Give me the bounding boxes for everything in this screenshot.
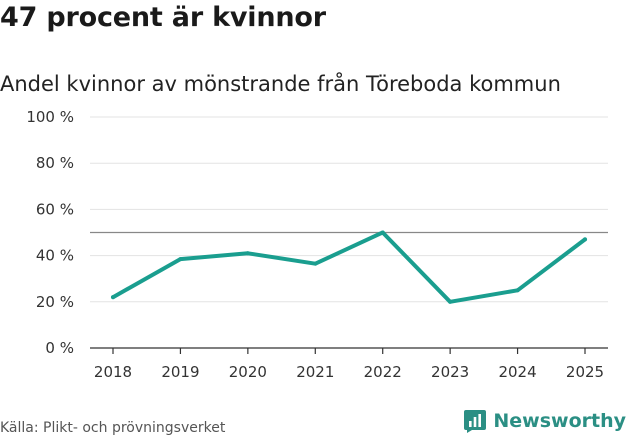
brand-logo: Newsworthy: [463, 408, 626, 434]
chart-title: 47 procent är kvinnor: [0, 2, 326, 33]
x-tick-label-2023: 2023: [431, 363, 469, 381]
y-tick-label-40: 40 %: [36, 247, 74, 265]
data-point-2023: [448, 299, 453, 304]
data-point-2022: [380, 230, 385, 235]
gridlines: [90, 116, 608, 303]
x-tick-label-2018: 2018: [94, 363, 132, 381]
data-point-2025: [583, 237, 587, 242]
x-tick-label-2025: 2025: [566, 363, 604, 381]
y-tick-label-20: 20 %: [36, 293, 74, 311]
x-tick-label-2021: 2021: [296, 363, 334, 381]
x-tick-label-2024: 2024: [498, 363, 536, 381]
data-point-2020: [245, 251, 250, 256]
chart-subtitle: Andel kvinnor av mönstrande från Törebod…: [0, 72, 561, 96]
data-point-2019: [178, 257, 183, 262]
newsworthy-icon: [464, 410, 487, 433]
series-line-0: [111, 230, 587, 304]
x-axis: [90, 347, 608, 354]
data-point-2024: [515, 288, 520, 293]
x-tick-label-2020: 2020: [229, 363, 267, 381]
y-tick-label-80: 80 %: [36, 154, 74, 172]
series-group: [111, 230, 587, 304]
y-tick-label-60: 60 %: [36, 200, 74, 218]
brand-name: Newsworthy: [493, 410, 626, 432]
x-tick-label-2019: 2019: [161, 363, 199, 381]
x-tick-label-2022: 2022: [364, 363, 402, 381]
x-axis-labels: 2018 2019 2020 2021 2022 2023 2024 2025: [94, 363, 604, 381]
y-tick-label-0: 0 %: [45, 339, 74, 357]
y-axis-labels: 0 % 20 % 40 % 60 % 80 % 100 %: [26, 108, 74, 357]
data-point-2021: [313, 261, 318, 266]
data-point-2018: [111, 295, 115, 300]
y-tick-label-100: 100 %: [26, 108, 74, 126]
source-note: Källa: Plikt- och prövningsverket: [0, 420, 226, 436]
